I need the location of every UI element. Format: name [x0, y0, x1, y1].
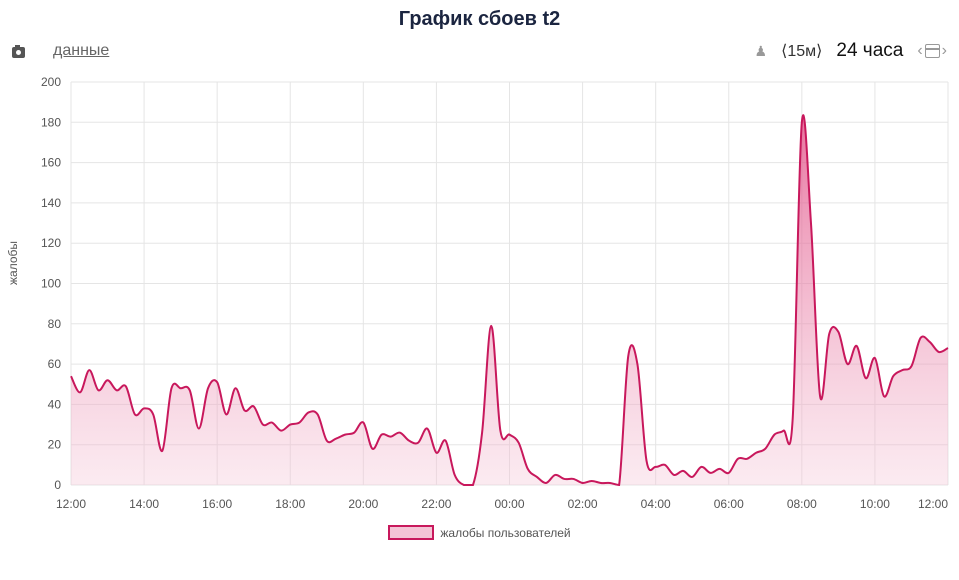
y-tick-label: 60 — [48, 357, 62, 371]
chevron-right-icon[interactable]: › — [941, 42, 947, 59]
y-tick-label: 100 — [41, 277, 61, 291]
person-icon[interactable]: ♟ — [754, 42, 768, 59]
chevron-left-icon[interactable]: ‹ — [917, 42, 923, 59]
x-tick-label: 02:00 — [568, 497, 598, 511]
series-area — [71, 115, 948, 485]
series-line — [70, 114, 949, 487]
x-tick-label: 12:00 — [918, 497, 948, 511]
interval-selector[interactable]: ⟨15м⟩ — [781, 43, 823, 60]
toolbar-right: ♟ ⟨15м⟩ 24 часа ‹ › — [755, 40, 947, 62]
toolbar-left: данные — [12, 42, 109, 60]
x-tick-label: 16:00 — [202, 497, 232, 511]
legend-label: жалобы пользователей — [440, 525, 571, 540]
legend[interactable]: жалобы пользователей — [0, 525, 959, 540]
y-tick-label: 140 — [41, 196, 61, 210]
range-label: 24 часа — [836, 40, 904, 61]
x-tick-label: 20:00 — [348, 497, 378, 511]
page-title: График сбоев t2 — [398, 8, 561, 30]
chart: 0 20 40 60 80 100 120 140 160 180 200 12:00 14:00 16… — [41, 75, 949, 511]
date-nav[interactable]: ‹ › — [917, 42, 947, 60]
y-tick-label: 180 — [41, 115, 61, 129]
legend-swatch — [388, 525, 435, 540]
data-link[interactable]: данные — [53, 42, 110, 59]
x-tick-label: 06:00 — [714, 497, 744, 511]
x-tick-label: 00:00 — [494, 497, 524, 511]
x-tick-label: 18:00 — [275, 497, 305, 511]
y-tick-label: 40 — [48, 397, 62, 411]
x-tick-label: 08:00 — [787, 497, 817, 511]
camera-icon[interactable] — [12, 45, 25, 58]
y-tick-label: 80 — [48, 317, 62, 331]
x-tick-label: 04:00 — [641, 497, 671, 511]
x-tick-label: 14:00 — [129, 497, 159, 511]
calendar-icon[interactable] — [924, 44, 940, 58]
y-tick-label: 120 — [41, 236, 61, 250]
x-tick-label: 22:00 — [421, 497, 451, 511]
x-tick-label: 12:00 — [56, 497, 86, 511]
y-tick-label: 0 — [54, 478, 61, 492]
x-tick-label: 10:00 — [860, 497, 890, 511]
y-ticks: 0 20 40 60 80 100 120 140 160 180 200 — [41, 75, 61, 492]
y-tick-label: 20 — [48, 438, 62, 452]
y-tick-label: 200 — [41, 75, 61, 89]
y-tick-label: 160 — [41, 156, 61, 170]
x-ticks: 12:00 14:00 16:00 18:00 20:00 22:00 00:00 02:00… — [56, 497, 948, 511]
